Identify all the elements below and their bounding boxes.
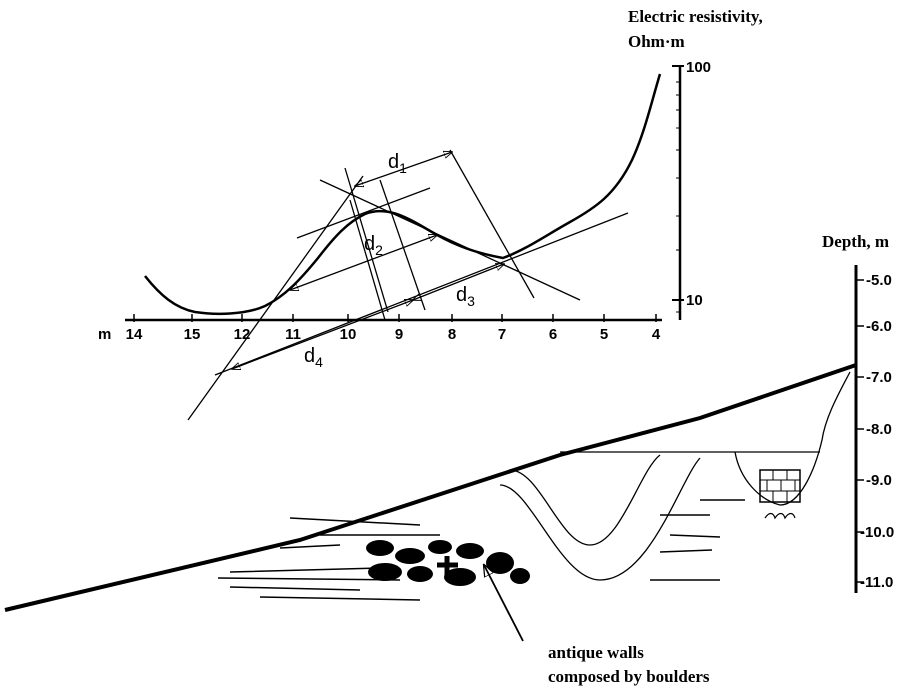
construction-lines-part	[450, 150, 534, 298]
distance-label-base: d	[388, 151, 399, 173]
construction-lines-part	[188, 176, 363, 420]
terrain-section-part-part	[395, 548, 425, 564]
annotation-line: antique walls	[548, 643, 644, 662]
depth-tick-label: -6.0	[866, 318, 892, 335]
distance-tick-label: 15	[184, 326, 201, 343]
distance-axis-part: 14 15 12 11 10 9 8 7 6 5 4	[126, 326, 661, 343]
distance-tick-label: 6	[549, 326, 557, 343]
terrain-section-part	[760, 470, 800, 502]
distance-label-base: d	[456, 284, 467, 306]
construction-lines-part	[350, 200, 385, 320]
distance-label-base: d	[304, 345, 315, 367]
distance-label-sub: 2	[375, 242, 383, 258]
distance-label-sub: 1	[399, 160, 407, 176]
distance-label-sub: 4	[315, 354, 323, 370]
distance-label-sub: 3	[467, 293, 475, 309]
resistivity-tick-label: 100	[686, 59, 711, 76]
resistivity-unit: Ohm·m	[628, 32, 685, 51]
depth-tick-label: -11.0	[860, 574, 893, 591]
depth-tick-label: -9.0	[866, 472, 892, 489]
distance-tick-label: 12	[234, 326, 251, 343]
terrain-section-part-part	[456, 543, 484, 559]
distance-unit: m	[98, 326, 111, 343]
distance-tick-label: 10	[340, 326, 357, 343]
depth-tick-label: -5.0	[866, 272, 892, 289]
terrain-section	[5, 365, 856, 610]
terrain-section-part	[500, 372, 850, 580]
construction-lines-part	[380, 180, 425, 310]
terrain-section-part-part	[407, 566, 433, 582]
distance-axis: m 14 15 12 11 10 9 8 7 6 5 4	[98, 314, 662, 343]
figure: Electric resistivity, Ohm·m 100 10 m 14 …	[0, 0, 912, 688]
resistivity-tick-label: 10	[686, 292, 703, 309]
depth-axis: Depth, m -5.0 -6.0 -7.0 -8.0 -9.0 -10.0 …	[822, 232, 894, 593]
distance-label: d3	[456, 284, 475, 309]
depth-tick-label: -8.0	[866, 421, 892, 438]
distance-tick-label: 14	[126, 326, 143, 343]
terrain-section-part-part	[368, 563, 402, 581]
distance-label: d2	[364, 233, 383, 258]
depth-tick-label: -10.0	[860, 524, 894, 541]
terrain-section-part	[765, 514, 795, 519]
distance-label: d4	[304, 345, 323, 370]
distance-tick-label: 4	[652, 326, 661, 343]
construction-lines	[188, 150, 628, 420]
resistivity-axis: Electric resistivity, Ohm·m 100 10	[628, 7, 763, 320]
depth-tick-label: -7.0	[866, 369, 892, 386]
depth-title: Depth, m	[822, 232, 889, 251]
distance-label-base: d	[364, 233, 375, 255]
annotation-line: composed by boulders	[548, 667, 710, 686]
distance-tick-label: 8	[448, 326, 456, 343]
distance-label: d1	[388, 151, 407, 176]
terrain-section-part-part	[428, 540, 452, 554]
terrain-section-part-part	[486, 552, 514, 574]
terrain-section-part	[760, 470, 800, 502]
distance-tick-label: 11	[285, 326, 301, 343]
distance-tick-label: 7	[498, 326, 506, 343]
terrain-section-part-part	[510, 568, 530, 584]
resistivity-curve	[145, 74, 660, 314]
resistivity-title: Electric resistivity,	[628, 7, 763, 26]
distance-tick-label: 9	[395, 326, 403, 343]
distance-tick-label: 5	[600, 326, 608, 343]
resistivity-curve-part	[145, 74, 660, 314]
terrain-section-part-part	[366, 540, 394, 556]
